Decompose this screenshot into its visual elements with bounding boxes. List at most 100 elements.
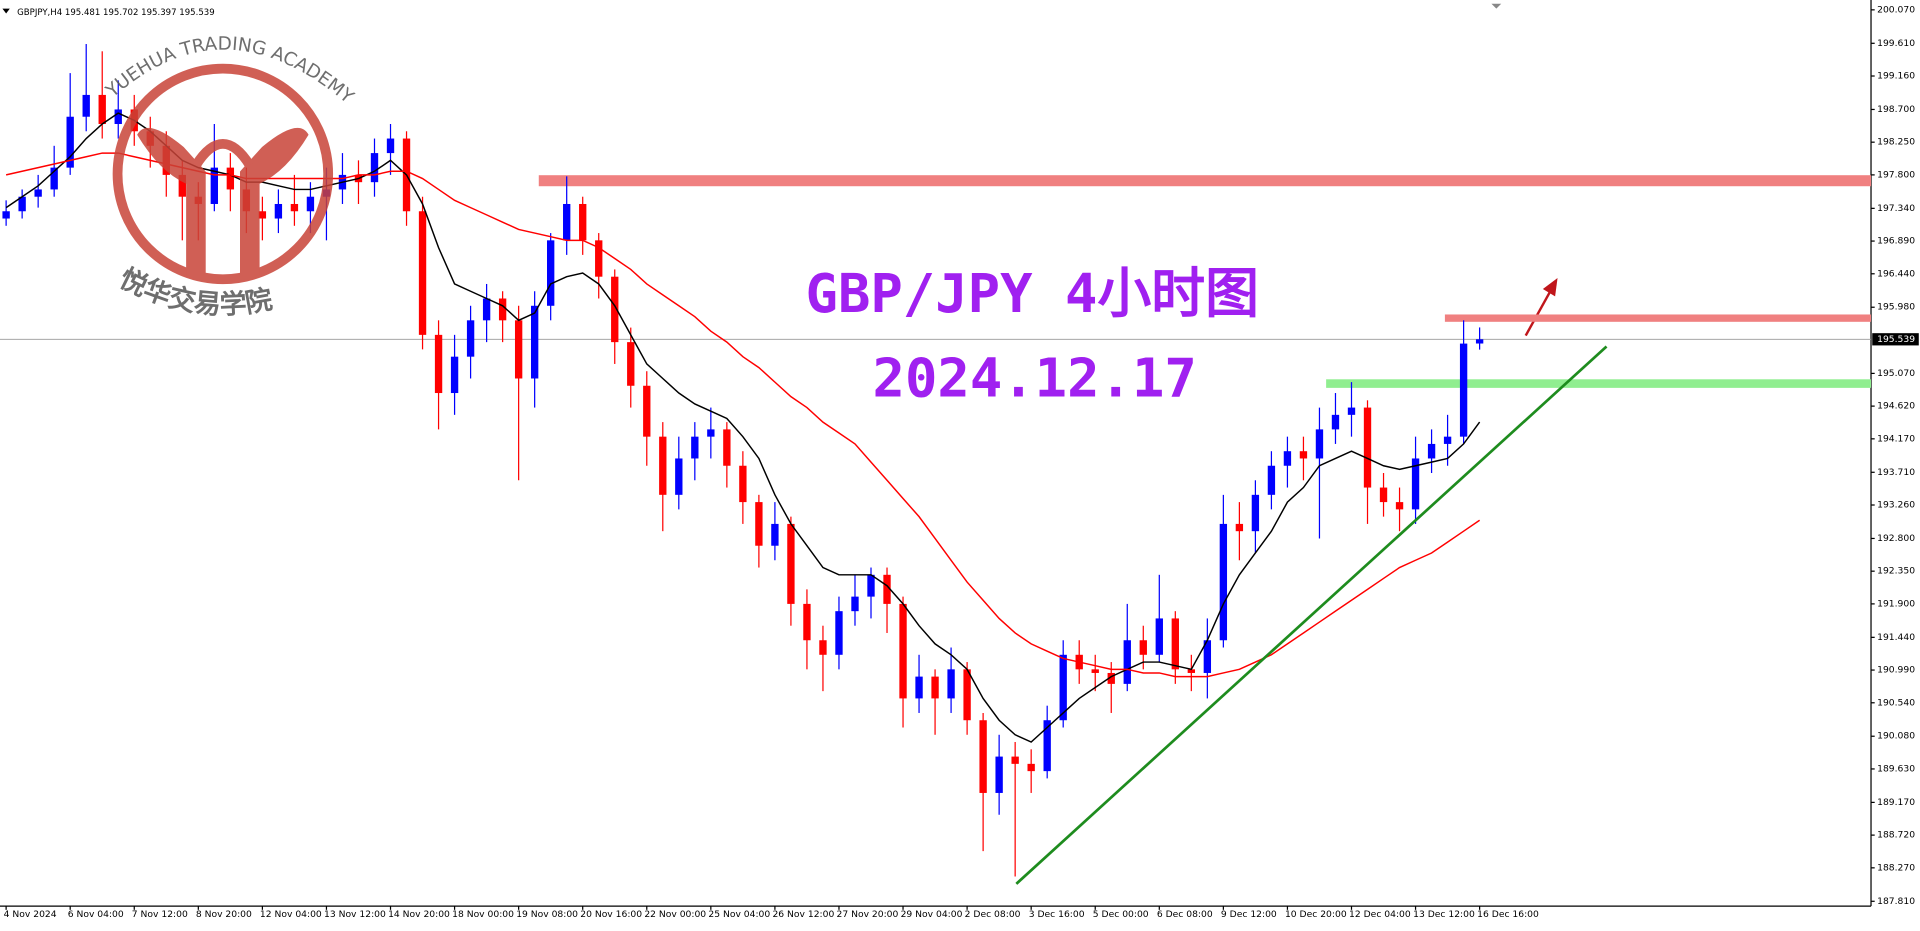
x-tick-label: 26 Nov 12:00 <box>772 909 834 920</box>
candle-body <box>498 298 507 321</box>
candle-body <box>899 603 907 699</box>
x-tick-label: 10 Dec 20:00 <box>1285 909 1347 920</box>
candle-body <box>931 676 939 699</box>
candle-body <box>274 203 283 219</box>
candle-body <box>1107 672 1115 684</box>
y-tick-label: 199.160 <box>1877 71 1915 82</box>
candle-body <box>1139 640 1147 655</box>
x-tick-label: 3 Dec 16:00 <box>1029 909 1085 920</box>
x-tick-label: 5 Dec 00:00 <box>1093 909 1149 920</box>
candle-body <box>258 211 267 219</box>
logo-left-leaf <box>137 127 206 276</box>
y-tick-label: 196.890 <box>1877 236 1915 247</box>
candle-body <box>434 334 443 394</box>
candle-body <box>226 167 235 190</box>
candle-body <box>835 611 843 655</box>
y-tick-label: 198.700 <box>1877 104 1915 115</box>
candle-body <box>947 669 955 699</box>
level-band <box>1444 314 1872 322</box>
y-tick-label: 192.350 <box>1877 566 1915 577</box>
y-tick-label: 194.620 <box>1877 401 1915 412</box>
candle-body <box>915 676 923 699</box>
candle-body <box>1027 763 1035 772</box>
candle-body <box>1235 523 1244 532</box>
x-tick-label: 27 Nov 20:00 <box>837 909 899 920</box>
candle-body <box>1283 451 1292 466</box>
symbol-header: GBPJPY,H4 195.481 195.702 195.397 195.53… <box>17 8 215 18</box>
candle-body <box>1315 429 1324 459</box>
y-tick-label: 188.270 <box>1877 862 1915 873</box>
y-tick-label: 190.080 <box>1877 731 1915 742</box>
x-tick-label: 2 Dec 08:00 <box>965 909 1021 920</box>
candle-body <box>418 211 427 335</box>
candle-body <box>1203 640 1212 673</box>
candle-body <box>787 523 795 604</box>
candle-body <box>547 240 555 306</box>
x-tick-label: 14 Nov 20:00 <box>388 909 450 920</box>
candle-body <box>851 596 859 612</box>
logo-ring <box>112 63 334 285</box>
header-arrow <box>2 8 10 14</box>
x-tick-label: 8 Nov 20:00 <box>196 909 252 920</box>
candle-body <box>691 436 699 459</box>
candle-body <box>1155 618 1163 655</box>
chart-title: GBP/JPY 4小时图 <box>806 262 1259 325</box>
candle-body <box>707 429 715 437</box>
x-tick-label: 22 Nov 00:00 <box>644 909 706 920</box>
candle-body <box>530 305 539 379</box>
candle-body <box>675 458 683 495</box>
y-tick-label: 190.540 <box>1877 697 1915 708</box>
candle-body <box>18 196 26 212</box>
arrow-shaft <box>1524 290 1552 337</box>
candle-body <box>290 203 299 212</box>
y-tick-label: 197.340 <box>1877 203 1915 214</box>
candle-body <box>450 356 459 394</box>
y-tick-label: 191.900 <box>1877 598 1915 609</box>
candle-body <box>370 153 379 183</box>
y-tick-label: 189.170 <box>1877 797 1915 808</box>
y-tick-label: 193.710 <box>1877 467 1915 478</box>
candle-body <box>1427 443 1436 459</box>
candle-body <box>867 574 875 597</box>
candle-body <box>819 640 827 655</box>
candle-body <box>1267 465 1276 495</box>
candle-body <box>771 523 779 546</box>
candle-body <box>1091 669 1099 673</box>
candle-body <box>1379 487 1388 503</box>
y-tick-label: 194.170 <box>1877 433 1915 444</box>
candle-body <box>803 603 811 641</box>
candle-body <box>611 276 619 343</box>
candle-body <box>466 320 475 357</box>
candle-body <box>995 756 1003 793</box>
up-arrow <box>1524 277 1558 337</box>
y-tick-label: 197.800 <box>1877 169 1915 180</box>
shift-marker <box>1491 3 1502 9</box>
y-tick-label: 190.990 <box>1877 665 1915 676</box>
candle-body <box>1011 756 1019 764</box>
candle-body <box>178 174 186 197</box>
candle-body <box>739 465 747 503</box>
x-tick-label: 18 Nov 00:00 <box>452 909 514 920</box>
candle-body <box>1123 640 1131 684</box>
candle-body <box>1363 407 1372 488</box>
candle-body <box>979 720 987 793</box>
x-tick-label: 25 Nov 04:00 <box>708 909 770 920</box>
y-tick-label: 196.440 <box>1877 268 1915 279</box>
candle-body <box>563 203 571 241</box>
y-tick-label: 189.630 <box>1877 763 1915 774</box>
candle-body <box>755 502 763 546</box>
candle-body <box>595 240 603 277</box>
y-tick-label: 195.070 <box>1877 368 1915 379</box>
chart-subtitle: 2024.12.17 <box>873 347 1197 410</box>
y-tick-label: 192.800 <box>1877 533 1915 544</box>
y-tick-label: 198.250 <box>1877 137 1915 148</box>
candle-body <box>883 574 891 604</box>
candle-body <box>579 203 587 241</box>
x-tick-label: 13 Dec 12:00 <box>1413 909 1475 920</box>
candle-body <box>114 109 122 125</box>
candle-body <box>643 385 651 437</box>
trend-line <box>1015 345 1608 885</box>
candle-body <box>1331 414 1340 430</box>
